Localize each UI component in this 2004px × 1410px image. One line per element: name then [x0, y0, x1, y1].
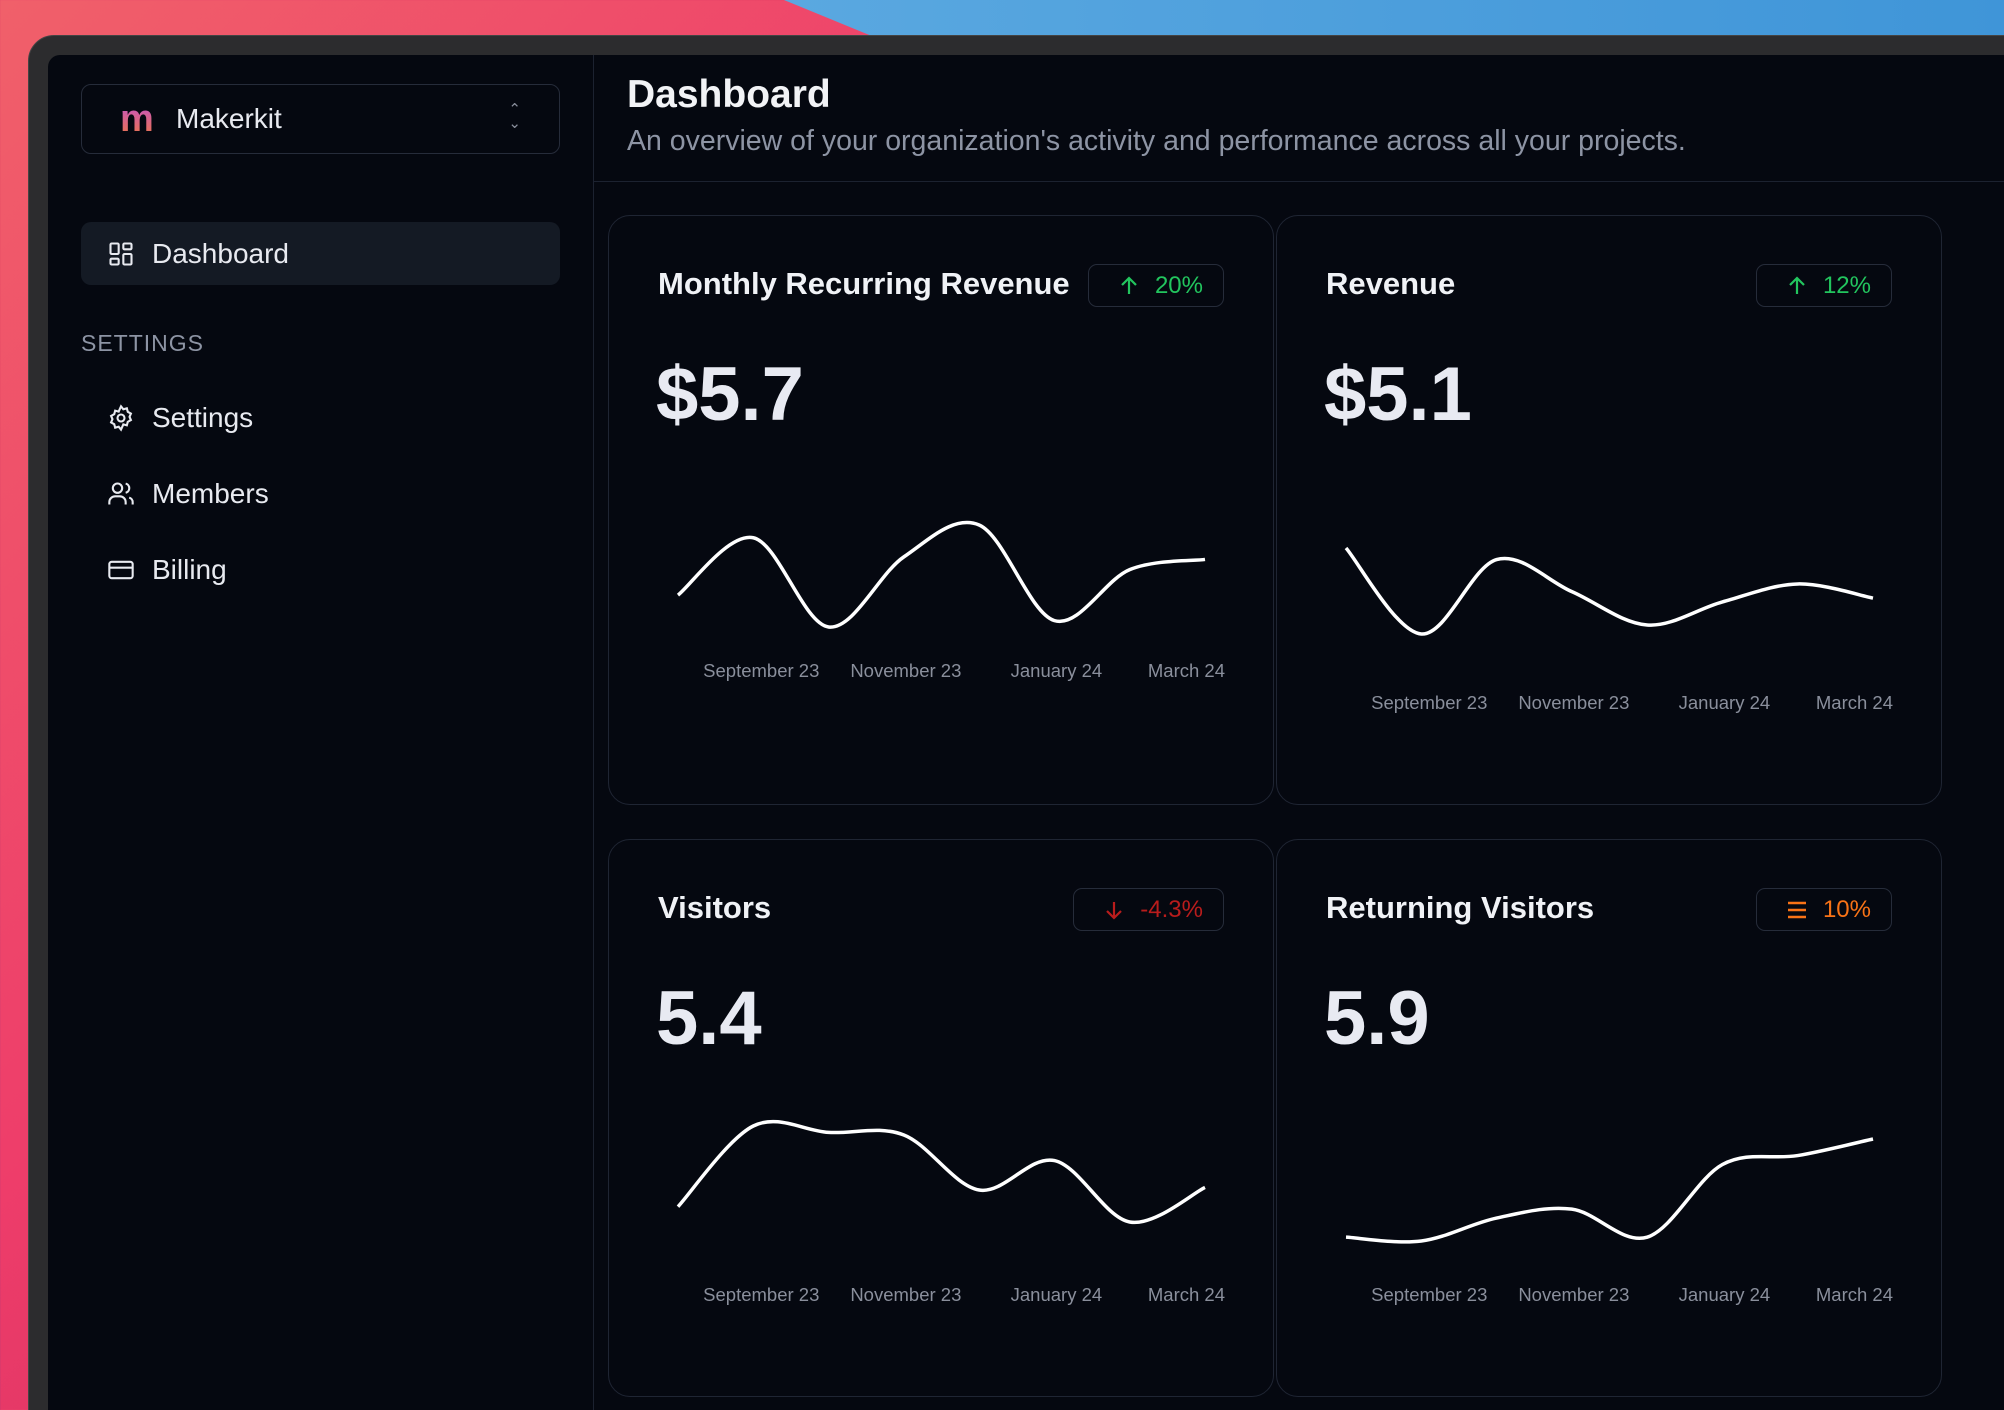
arrow-up-icon	[1785, 274, 1809, 298]
trend-value: 20%	[1154, 271, 1203, 299]
metric-card-mrr: Monthly Recurring Revenue 20% $5.7 Septem…	[608, 215, 1274, 805]
x-tick-label: March 24	[1148, 660, 1225, 681]
layout-dashboard-icon	[109, 241, 133, 266]
sidebar-item-label: Settings	[152, 401, 254, 433]
metric-value: 5.4	[656, 976, 762, 1061]
main-content: Dashboard An overview of your organizati…	[594, 55, 2004, 1410]
sidebar-item-billing[interactable]: Billing	[81, 538, 560, 601]
x-tick-label: March 24	[1816, 1284, 1893, 1305]
series-line	[1344, 546, 1874, 636]
page-title: Dashboard	[627, 73, 831, 116]
card-title: Returning Visitors	[1326, 890, 1595, 925]
page-subtitle: An overview of your organization's activ…	[627, 125, 1686, 157]
x-tick-label: September 23	[703, 1284, 819, 1305]
x-tick-label: March 24	[1816, 692, 1893, 713]
trend-badge: 20%	[1087, 264, 1224, 307]
sidebar-item-dashboard[interactable]: Dashboard	[81, 222, 560, 285]
x-tick-label: January 24	[1011, 660, 1103, 681]
metric-card-visitors: Visitors -4.3% 5.4 September 23 November 2…	[608, 839, 1274, 1397]
card-title: Visitors	[658, 890, 772, 925]
sidebar-item-settings[interactable]: Settings	[81, 386, 560, 449]
series-line	[676, 520, 1206, 629]
menu-icon	[1785, 898, 1809, 922]
line-chart: September 23 November 23 January 24 March 2…	[1344, 546, 1893, 713]
trend-badge: 10%	[1755, 888, 1892, 931]
line-chart: September 23 November 23 January 24 March 2…	[1345, 1137, 1893, 1305]
x-tick-label: September 23	[1371, 692, 1487, 713]
makerkit-logo: m	[120, 98, 176, 141]
arrow-down-icon	[1102, 898, 1126, 922]
app-window: m Makerkit ⌃ ⌄ Dashboard SETTINGS Setting…	[28, 35, 2004, 1410]
trend-value: 10%	[1822, 895, 1871, 923]
arrow-up-icon	[1117, 274, 1141, 298]
x-tick-label: September 23	[703, 660, 819, 681]
x-tick-label: September 23	[1371, 1284, 1487, 1305]
sidebar: m Makerkit ⌃ ⌄ Dashboard SETTINGS Setting…	[48, 55, 594, 1410]
sidebar-item-label: Dashboard	[152, 237, 289, 269]
sidebar-item-label: Members	[152, 477, 269, 509]
metric-value: $5.1	[1324, 352, 1472, 437]
metric-card-revenue: Revenue 12% $5.1 September 23 November 23 J…	[1276, 215, 1942, 805]
sidebar-section-settings: SETTINGS	[81, 330, 205, 356]
card-title: Monthly Recurring Revenue	[658, 266, 1070, 301]
sidebar-item-label: Billing	[152, 553, 227, 585]
line-chart: September 23 November 23 January 24 March 2…	[676, 1119, 1225, 1305]
x-tick-label: November 23	[850, 660, 961, 681]
x-tick-label: January 24	[1679, 692, 1771, 713]
x-tick-label: March 24	[1148, 1284, 1225, 1305]
x-tick-label: January 24	[1679, 1284, 1771, 1305]
org-name: Makerkit	[176, 103, 282, 134]
metric-value: 5.9	[1324, 976, 1430, 1061]
metric-value: $5.7	[656, 352, 804, 437]
line-chart: September 23 November 23 January 24 March 2…	[676, 520, 1225, 681]
series-line	[676, 1119, 1206, 1225]
gear-icon	[109, 403, 133, 432]
page-header: Dashboard An overview of your organizati…	[594, 55, 2004, 182]
chevrons-up-down-icon: ⌃ ⌄	[508, 101, 521, 132]
sidebar-item-members[interactable]: Members	[81, 462, 560, 525]
metric-card-returning-visitors: Returning Visitors 10% 5.9 September 23 No…	[1276, 839, 1942, 1397]
trend-value: 12%	[1822, 271, 1871, 299]
x-tick-label: January 24	[1011, 1284, 1103, 1305]
trend-badge: -4.3%	[1073, 888, 1224, 931]
trend-badge: 12%	[1755, 264, 1892, 307]
org-switcher[interactable]: m Makerkit ⌃ ⌄	[81, 84, 560, 154]
series-line	[1345, 1137, 1874, 1244]
x-tick-label: November 23	[1518, 1284, 1629, 1305]
card-title: Revenue	[1326, 266, 1456, 301]
trend-value: -4.3%	[1140, 895, 1203, 923]
credit-card-icon	[108, 560, 134, 579]
x-tick-label: November 23	[850, 1284, 961, 1305]
app-content: m Makerkit ⌃ ⌄ Dashboard SETTINGS Setting…	[48, 55, 2004, 1410]
x-tick-label: November 23	[1518, 692, 1629, 713]
users-icon	[108, 481, 134, 504]
